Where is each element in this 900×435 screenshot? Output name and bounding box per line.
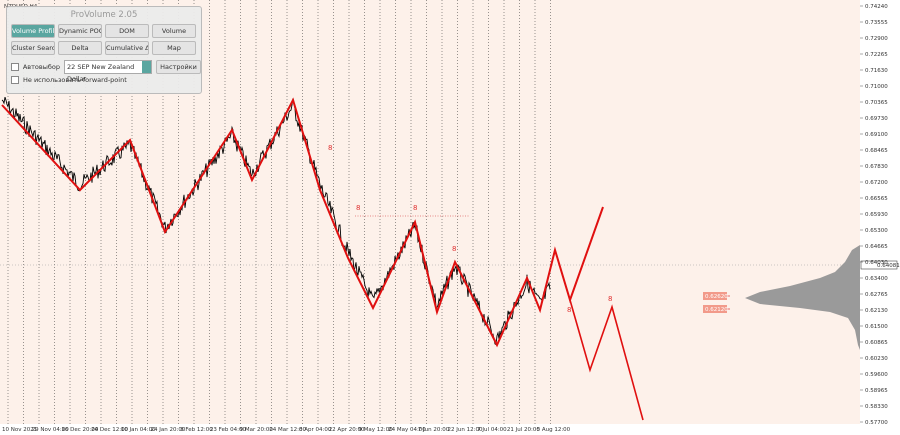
wave-marker: 8	[452, 245, 456, 253]
button-grid: Volume Profile Dynamic POC DOM Volume Cluste…	[11, 24, 201, 55]
price-label: 0.70365	[865, 100, 888, 106]
wave-marker: 8	[567, 306, 571, 314]
panel-title: ProVolume 2.05	[70, 10, 138, 20]
time-label: 8 Feb 12:00	[180, 427, 213, 433]
price-label: 0.60230	[865, 356, 888, 362]
current-price: 0.64081	[877, 263, 900, 269]
wave-marker: 8	[328, 144, 332, 152]
markers: 8 8 8 8 8 8	[328, 144, 612, 314]
price-label: 0.61500	[865, 324, 888, 330]
price-label: 0.63400	[865, 276, 888, 282]
time-label: 8 Apr 04:00	[299, 427, 332, 433]
instrument: 22 SEP New Zealand Dollar	[66, 63, 135, 83]
price-label: 0.72900	[865, 36, 888, 42]
time-label: 29 Nov 04:00	[32, 427, 70, 433]
price-label: 0.73555	[865, 20, 888, 26]
time-axis-bg	[0, 424, 860, 435]
price-label: 0.57700	[865, 420, 888, 426]
price-label: 0.68465	[865, 148, 888, 154]
price-axis-bg	[860, 0, 900, 435]
level-tag	[703, 292, 727, 300]
price-label: 0.66565	[865, 196, 888, 202]
instrument-row: Автовыбор 22 SEP New Zealand Dollar Наст…	[11, 60, 201, 83]
time-label: 9 May 12:00	[358, 427, 393, 433]
auto-select-label: Автовыбор	[22, 63, 60, 71]
price-label: 0.58965	[865, 388, 888, 394]
price-label: 0.59600	[865, 372, 888, 378]
time-label: 21 Jul 20:00	[507, 427, 540, 433]
time-label: 23 Feb 04:00	[210, 427, 247, 433]
price-label: 0.65930	[865, 212, 888, 218]
forward-row: Не использовать forward-point	[11, 76, 201, 84]
forecast	[569, 299, 644, 421]
current-price-box	[860, 260, 898, 270]
volume-profile	[745, 245, 860, 350]
settings-button[interactable]: Настройки	[156, 60, 201, 74]
time-label: 24 Jan 20:00	[151, 427, 186, 433]
checkbox[interactable]	[11, 63, 19, 71]
level-tag-label: 0.62620	[705, 294, 728, 300]
level-tag-label: 0.62120	[705, 307, 728, 313]
price-label: 0.64665	[865, 244, 888, 250]
time-label: 9 Mar 20:00	[240, 427, 274, 433]
panel-button[interactable]: Cumulative Δ	[105, 41, 149, 55]
time-label: 24 May 04:00	[388, 427, 426, 433]
price-label: 0.62130	[865, 308, 888, 314]
time-label: 16 Dec 20:00	[61, 427, 98, 433]
time-label: 24 Dec 12:00	[91, 427, 128, 433]
time-label: 22 Jun 12:00	[448, 427, 483, 433]
panel-button[interactable]: Volume Profile	[11, 24, 55, 38]
price-label: 0.72265	[865, 52, 888, 58]
price-label: 0.71000	[865, 84, 888, 90]
price-label: 0.69100	[865, 132, 888, 138]
panel-button[interactable]: Delta	[58, 41, 102, 55]
time-label: 7 Jul 04:00	[477, 427, 507, 433]
zigzag	[1, 97, 604, 348]
price-series	[1, 96, 551, 346]
time-label: 24 Mar 12:00	[269, 427, 306, 433]
instrument-select[interactable]: 22 SEP New Zealand Dollar	[63, 60, 152, 83]
price-label: 0.71630	[865, 68, 888, 74]
price-label: 0.67830	[865, 164, 888, 170]
panel-button[interactable]: Volume	[152, 24, 196, 38]
price-label: 0.58330	[865, 404, 888, 410]
forward-point-label: Не использовать forward-point	[23, 76, 127, 84]
wave-marker: 8	[608, 295, 612, 303]
time-label: 10 Jan 04:00	[121, 427, 156, 433]
provolume-panel: ProVolume 2.05 Volume Profile Dynamic POC…	[6, 6, 202, 94]
price-label: 0.67200	[865, 180, 888, 186]
panel-button[interactable]: Dynamic POC	[58, 24, 102, 38]
wave-marker: 8	[413, 204, 417, 212]
panel-button[interactable]: Map	[152, 41, 196, 55]
price-label: 0.60865	[865, 340, 888, 346]
level-tag	[703, 305, 727, 313]
time-label: 5 Aug 12:00	[537, 427, 571, 433]
panel-button[interactable]: DOM	[105, 24, 149, 38]
time-label: 7 Jun 20:00	[418, 427, 450, 433]
panel-button[interactable]: Cluster Search	[11, 41, 55, 55]
price-label: 0.64030	[865, 260, 888, 266]
wave-marker: 8	[356, 204, 360, 212]
price-axis: 0.74240 0.73555 0.72900 0.72265 0.71630 0.710…	[860, 4, 888, 426]
price-label: 0.62765	[865, 292, 888, 298]
price-label: 0.69730	[865, 116, 888, 122]
time-label: 22 Apr 20:00	[329, 427, 365, 433]
time-label: 10 Nov 2021	[2, 427, 37, 433]
price-label: 0.65300	[865, 228, 888, 234]
price-label: 0.74240	[865, 4, 888, 10]
checkbox[interactable]	[11, 76, 19, 84]
